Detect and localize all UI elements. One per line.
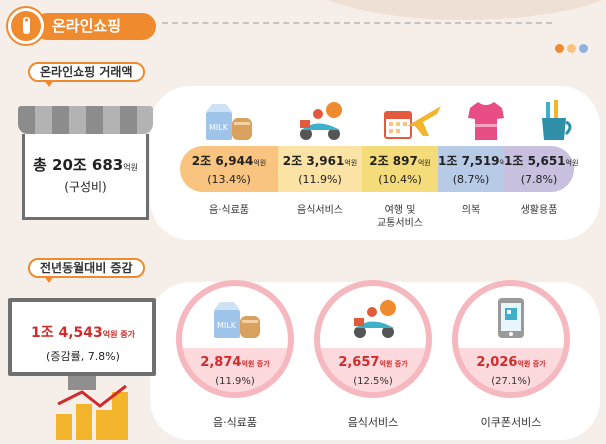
page-header: 온라인쇼핑 xyxy=(6,8,156,44)
category-segment: 2조 6,944억원 (13.4%) xyxy=(180,146,278,192)
store-awning xyxy=(18,106,153,134)
milk-bread-icon: MILK xyxy=(204,102,256,146)
category-name: 의복 xyxy=(461,205,481,216)
monitor-frame xyxy=(8,298,156,376)
header-divider xyxy=(162,22,552,24)
category-segment: 1조 7,519억원 (8.7%) xyxy=(438,146,512,192)
delivery-scooter-icon xyxy=(296,100,346,146)
tshirt-icon xyxy=(466,100,506,146)
total-increase: 1조 4,543억원 증가 xyxy=(30,325,135,341)
svg-text:MILK: MILK xyxy=(209,123,229,132)
yoy-item-name: 음·식료품 xyxy=(213,416,257,429)
total-transactions: 총 20조 683억원 xyxy=(33,156,138,174)
delivery-scooter-icon xyxy=(350,298,400,344)
yoy-item-name: 음식서비스 xyxy=(347,416,399,429)
yoy-item-name: 이쿠폰서비스 xyxy=(480,416,542,429)
header-dots xyxy=(555,38,591,57)
category-name: 여행 및 교통서비스 xyxy=(377,205,423,229)
svg-text:MILK: MILK xyxy=(217,321,237,330)
category-segment: 2조 3,961억원 (11.9%) xyxy=(278,146,362,192)
category-name: 생활용품 xyxy=(520,205,558,216)
cup-brush-icon xyxy=(536,100,576,146)
smartphone-qr-icon xyxy=(496,296,526,344)
total-increase-rate: (증감률, 7.8%) xyxy=(46,350,120,363)
milk-bread-icon: MILK xyxy=(212,300,264,344)
category-segment: 2조 897억원 (10.4%) xyxy=(362,146,438,192)
yoy-item-circle: 2,874억원 증가 (11.9%) xyxy=(176,280,294,398)
category-name: 음·식료품 xyxy=(209,205,249,216)
section-label-yoy: 전년동월대비 증감 xyxy=(28,258,145,283)
category-name: 음식서비스 xyxy=(297,205,343,216)
page-title: 온라인쇼핑 xyxy=(34,13,156,40)
monitor-stand xyxy=(68,376,96,390)
decorative-arc xyxy=(300,0,606,20)
shopping-tag-icon xyxy=(8,8,44,44)
section-label-transactions: 온라인쇼핑 거래액 xyxy=(28,62,145,87)
category-share-bar: 2조 6,944억원 (13.4%) 2조 3,961억원 (11.9%) 2조… xyxy=(180,146,578,192)
yoy-item-circle: 2,657억원 증가 (12.5%) xyxy=(314,280,432,398)
total-transactions-sub: (구성비) xyxy=(64,180,107,194)
airplane-calendar-icon xyxy=(383,100,443,146)
store-box xyxy=(22,134,149,220)
coins-chart-icon xyxy=(52,384,132,444)
category-segment: 1조 5,651억원 (7.8%) xyxy=(504,146,578,192)
